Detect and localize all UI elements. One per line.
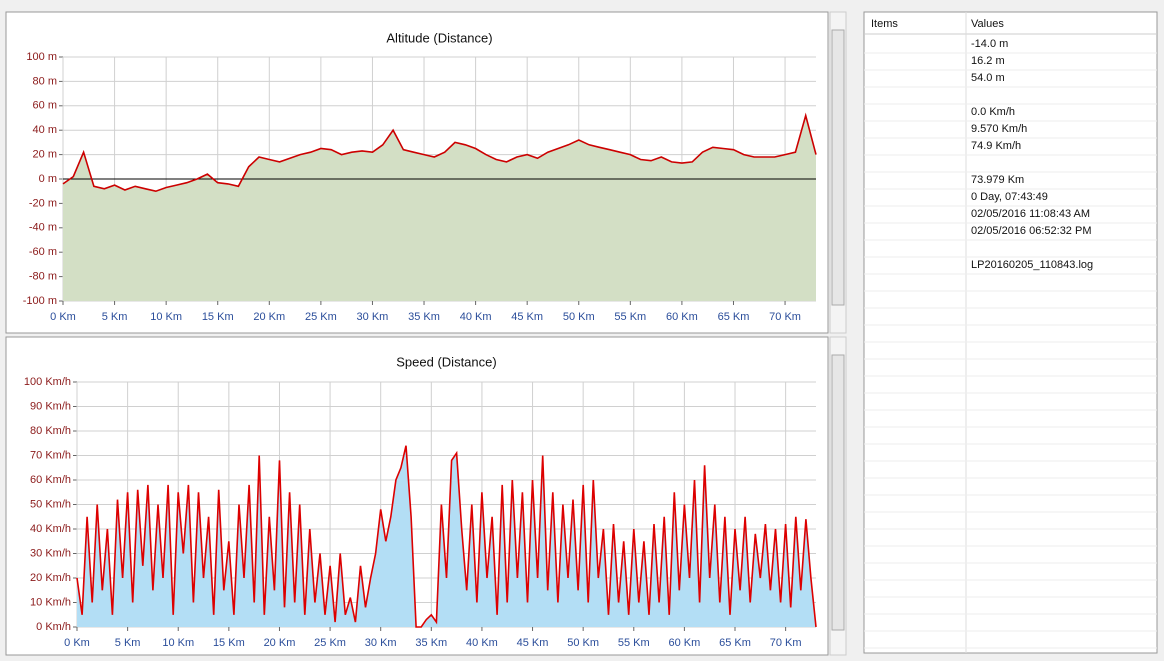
y-tick-label: 80 m	[33, 75, 57, 87]
x-tick-label: 5 Km	[115, 637, 141, 649]
y-tick-label: 60 Km/h	[30, 474, 71, 486]
chart-title: Altitude (Distance)	[386, 30, 492, 45]
y-tick-label: -80 m	[29, 271, 57, 283]
x-tick-label: 65 Km	[719, 637, 751, 649]
y-tick-label: 80 Km/h	[30, 425, 71, 437]
x-tick-label: 50 Km	[563, 311, 595, 323]
y-tick-label: 0 Km/h	[36, 621, 71, 633]
y-tick-label: -20 m	[29, 197, 57, 209]
y-tick-label: -100 m	[23, 295, 57, 307]
value-cell: 16.2 m	[971, 55, 1005, 67]
y-tick-label: 60 m	[33, 100, 57, 112]
x-tick-label: 15 Km	[213, 637, 245, 649]
x-tick-label: 20 Km	[253, 311, 285, 323]
y-tick-label: 70 Km/h	[30, 449, 71, 461]
value-cell: 0.0 Km/h	[971, 106, 1015, 118]
scroll-thumb[interactable]	[831, 29, 845, 306]
y-tick-label: 90 Km/h	[30, 400, 71, 412]
y-tick-label: 30 Km/h	[30, 547, 71, 559]
value-cell: 73.979 Km	[971, 174, 1024, 186]
x-tick-label: 70 Km	[769, 311, 801, 323]
x-tick-label: 60 Km	[668, 637, 700, 649]
x-tick-label: 0 Km	[64, 637, 90, 649]
column-header: Items	[871, 18, 898, 30]
y-tick-label: 100 m	[26, 51, 57, 63]
y-tick-label: 40 Km/h	[30, 523, 71, 535]
y-tick-label: 100 Km/h	[24, 376, 71, 388]
x-tick-label: 5 Km	[102, 311, 128, 323]
value-cell: 54.0 m	[971, 72, 1005, 84]
column-header: Values	[971, 18, 1004, 30]
line	[62, 112, 817, 193]
x-tick-label: 45 Km	[511, 311, 543, 323]
y-tick-label: 20 Km/h	[30, 572, 71, 584]
x-tick-label: 45 Km	[517, 637, 549, 649]
x-tick-label: 10 Km	[162, 637, 194, 649]
value-cell: 9.570 Km/h	[971, 123, 1027, 135]
value-cell: 74.9 Km/h	[971, 140, 1021, 152]
x-tick-label: 25 Km	[314, 637, 346, 649]
x-tick-label: 25 Km	[305, 311, 337, 323]
x-tick-label: 10 Km	[150, 311, 182, 323]
x-tick-label: 35 Km	[408, 311, 440, 323]
x-tick-label: 50 Km	[567, 637, 599, 649]
x-tick-label: 30 Km	[365, 637, 397, 649]
x-tick-label: 15 Km	[202, 311, 234, 323]
chart-title: Speed (Distance)	[396, 354, 496, 369]
x-tick-label: 65 Km	[718, 311, 750, 323]
scroll-thumb[interactable]	[831, 354, 845, 631]
value-cell: LP20160205_110843.log	[971, 259, 1093, 271]
y-tick-label: 50 Km/h	[30, 498, 71, 510]
x-tick-label: 55 Km	[618, 637, 650, 649]
value-cell: 02/05/2016 06:52:32 PM	[971, 225, 1091, 237]
y-tick-label: 10 Km/h	[30, 596, 71, 608]
value-cell: 02/05/2016 11:08:43 AM	[971, 208, 1090, 220]
x-tick-label: 30 Km	[357, 311, 389, 323]
value-cell: 0 Day, 07:43:49	[971, 191, 1048, 203]
y-tick-label: -40 m	[29, 222, 57, 234]
y-tick-label: -60 m	[29, 246, 57, 258]
x-tick-label: 35 Km	[415, 637, 447, 649]
value-cell: -14.0 m	[971, 38, 1008, 50]
x-tick-label: 20 Km	[264, 637, 296, 649]
x-tick-label: 40 Km	[466, 637, 498, 649]
x-tick-label: 55 Km	[614, 311, 646, 323]
x-tick-label: 0 Km	[50, 311, 76, 323]
x-tick-label: 70 Km	[770, 637, 802, 649]
x-tick-label: 40 Km	[460, 311, 492, 323]
y-tick-label: 20 m	[33, 149, 57, 161]
x-tick-label: 60 Km	[666, 311, 698, 323]
y-tick-label: 40 m	[33, 124, 57, 136]
line	[76, 445, 817, 628]
area	[63, 115, 816, 301]
y-tick-label: 0 m	[39, 173, 57, 185]
